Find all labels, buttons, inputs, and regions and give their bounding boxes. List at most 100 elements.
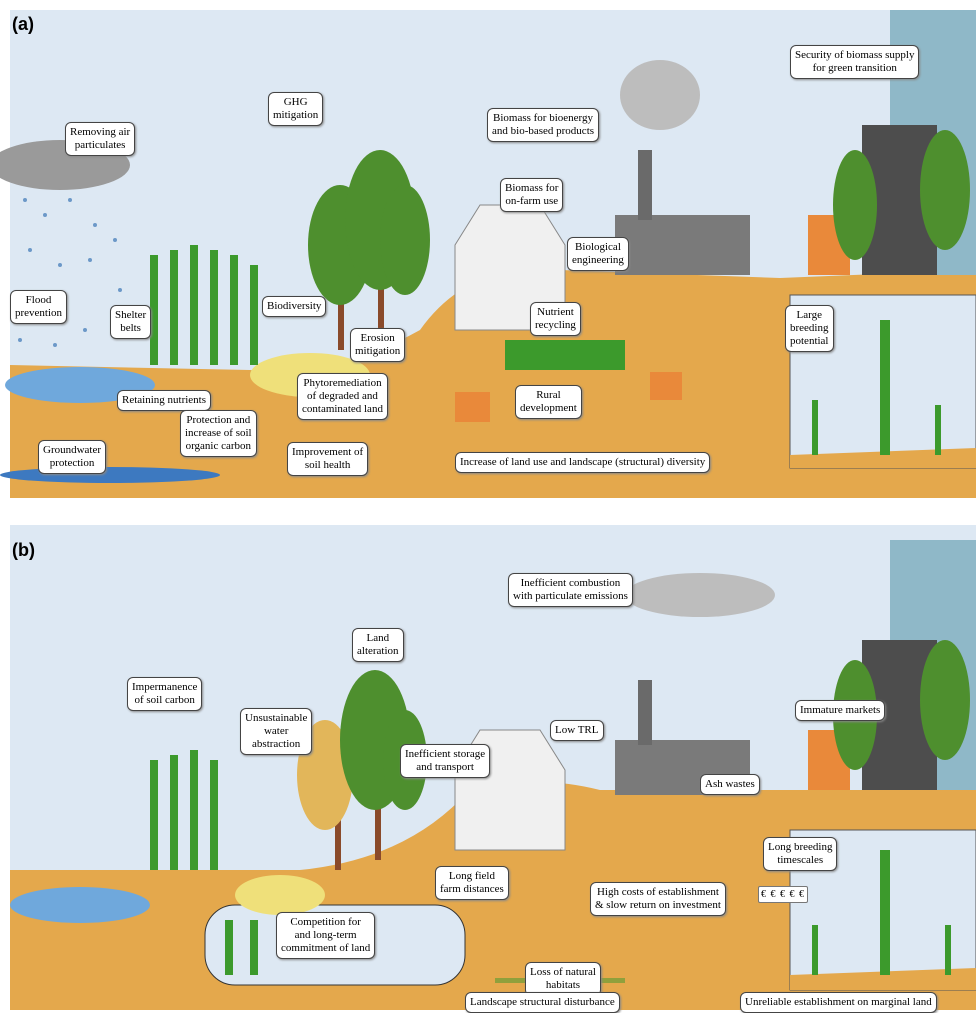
callout-line: organic carbon [186,440,251,452]
callout-line: Long field [449,870,495,882]
callout-line: Landscape structural disturbance [470,996,615,1008]
callout-line: Ash wastes [705,778,755,790]
callout-line: Phytoremediation [303,377,381,389]
callout-line: habitats [546,979,580,991]
callout-line: mitigation [355,345,400,357]
callout-line: commitment of land [281,942,370,954]
callout: Increase of land use and landscape (stru… [455,452,710,473]
callout: Low TRL [550,720,604,741]
callout: Immature markets [795,700,885,721]
callout-line: water [264,725,288,737]
callout-line: & slow return on investment [595,899,721,911]
callout-line: Erosion [361,332,395,344]
callout-line: prevention [15,307,62,319]
callout-line: Large [797,309,822,321]
callout: Ash wastes [700,774,760,795]
callout-line: Groundwater [43,444,101,456]
panel-b-scene [10,525,976,1010]
panel-a-scene [0,10,976,498]
callout-line: Impermanence [132,681,197,693]
callout-line: Low TRL [555,724,599,736]
callout-line: abstraction [252,738,300,750]
callout-line: development [520,402,577,414]
callout: Improvement ofsoil health [287,442,368,476]
callout-line: increase of soil [185,427,252,439]
callout-line: Removing air [70,126,130,138]
callout-line: Unsustainable [245,712,307,724]
callout-line: Increase of land use and landscape (stru… [460,456,705,468]
callout-line: Immature markets [800,704,880,716]
callout-line: Flood [26,294,52,306]
callout-line: Retaining nutrients [122,394,206,406]
callout-line: belts [120,322,141,334]
callout-line: particulates [75,139,126,151]
callout: High costs of establishment& slow return… [590,882,726,916]
callout-line: Loss of natural [530,966,596,978]
callout-line: Unreliable establishment on marginal lan… [745,996,932,1008]
callout-line: Inefficient storage [405,748,485,760]
callout-line: contaminated land [302,403,383,415]
callout-line: Biological [575,241,621,253]
callout-line: Inefficient combustion [521,577,621,589]
callout-line: Rural [536,389,560,401]
callout: Retaining nutrients [117,390,211,411]
callout-line: breeding [790,322,828,334]
callout: Biodiversity [262,296,326,317]
callout-line: Biomass for bioenergy [493,112,593,124]
callout-line: Long breeding [768,841,832,853]
callout-line: mitigation [273,109,318,121]
page: (() => { const data = JSON.parse(documen… [0,0,976,1010]
callout-line: Nutrient [537,306,574,318]
callout-line: Land [366,632,389,644]
callout-line: protection [50,457,95,469]
callout-line: soil health [305,459,351,471]
callout-line: engineering [572,254,624,266]
callout: € € € € € [758,886,808,903]
callout-line: Improvement of [292,446,363,458]
callout-line: GHG [284,96,308,108]
callout-line: € € € € € [761,889,805,900]
callout-line: Biomass for [505,182,558,194]
callout-line: Shelter [115,309,146,321]
callout-line: on-farm use [505,195,558,207]
callout: Protection andincrease of soilorganic ca… [180,410,257,457]
panel-label: (a) [12,14,34,35]
callout-line: Security of biomass supply [795,49,914,61]
callout-line: and bio-based products [492,125,594,137]
callout-line: timescales [777,854,823,866]
callout-line: recycling [535,319,576,331]
callout-line: Biodiversity [267,300,321,312]
callout-line: and long-term [295,929,357,941]
callout-line: and transport [416,761,474,773]
callout-line: farm distances [440,883,504,895]
callout-line: alteration [357,645,399,657]
callout-line: High costs of establishment [597,886,719,898]
callout-line: of degraded and [307,390,378,402]
callout-line: of soil carbon [134,694,194,706]
callout-line: for green transition [813,62,897,74]
panel-label: (b) [12,540,35,561]
callout-line: Competition for [290,916,361,928]
